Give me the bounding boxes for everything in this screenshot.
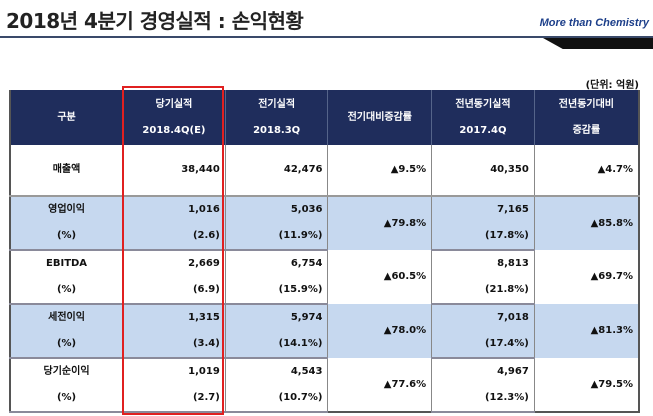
cell-last-year: 7,018 — [431, 304, 535, 331]
cell-last-year-pct: (12.3%) — [431, 385, 535, 413]
cell-previous-pct: (14.1%) — [224, 331, 329, 359]
cell-current-pct: (6.9) — [122, 277, 226, 305]
cell-last-year-pct: (17.4%) — [431, 331, 535, 359]
cell-previous-pct: (15.9%) — [224, 277, 329, 305]
cell-qoq: ▲79.8% — [327, 196, 433, 250]
cell-last-year: 8,813 — [431, 250, 535, 277]
title-divider — [0, 36, 653, 38]
row-label: EBITDA — [9, 250, 124, 277]
header-previous: 전기실적 2018.3Q — [224, 90, 329, 145]
row-pct-label: (%) — [9, 385, 124, 413]
table-row: 영업이익 1,016 5,036 ▲79.8% 7,165 ▲85.8% — [9, 196, 640, 250]
cell-yoy: ▲85.8% — [533, 196, 640, 250]
cell-last-year-pct: (17.8%) — [431, 223, 535, 251]
income-table: 구분 당기실적 2018.4Q(E) 전기실적 2018.3Q 전기대비증감률 전년… — [9, 90, 640, 413]
cell-qoq: ▲77.6% — [327, 358, 433, 412]
table-row-pct: (%) (3.4) (14.1%) (17.4%) — [9, 331, 639, 359]
header-category: 구분 — [9, 90, 124, 145]
table-row-pct: (%) (2.6) (11.9%) (17.8%) — [9, 223, 639, 251]
cell-current: 2,669 — [122, 250, 226, 277]
cell-yoy: ▲79.5% — [533, 358, 640, 412]
row-pct-label: (%) — [9, 331, 124, 359]
cell-previous: 42,476 — [224, 145, 329, 197]
cell-current-pct: (2.6) — [122, 223, 226, 251]
brand-slogan: More than Chemistry — [539, 17, 649, 29]
table-row-revenue: 매출액 38,440 42,476 ▲9.5% 40,350 ▲4.7% — [9, 145, 640, 197]
highlight-box — [122, 86, 224, 415]
cell-previous-pct: (10.7%) — [224, 385, 329, 413]
row-label: 매출액 — [9, 145, 124, 197]
cell-last-year-pct: (21.8%) — [431, 277, 535, 305]
cell-qoq: ▲60.5% — [327, 250, 433, 304]
cell-current: 1,315 — [122, 304, 226, 331]
cell-yoy: ▲4.7% — [533, 145, 640, 197]
cell-previous-pct: (11.9%) — [224, 223, 329, 251]
cell-last-year: 4,967 — [431, 358, 535, 385]
row-pct-label: (%) — [9, 277, 124, 305]
cell-last-year: 7,165 — [431, 196, 535, 223]
table-row: EBITDA 2,669 6,754 ▲60.5% 8,813 ▲69.7% — [9, 250, 640, 304]
header-row: 구분 당기실적 2018.4Q(E) 전기실적 2018.3Q 전기대비증감률 전년… — [9, 90, 640, 145]
table-row: 세전이익 1,315 5,974 ▲78.0% 7,018 ▲81.3% — [9, 304, 640, 358]
header-last-year: 전년동기실적 2017.4Q — [431, 90, 535, 145]
row-label: 영업이익 — [9, 196, 124, 223]
cell-qoq: ▲78.0% — [327, 304, 433, 358]
cell-previous: 4,543 — [224, 358, 329, 385]
cell-qoq: ▲9.5% — [327, 145, 433, 197]
cell-previous: 5,974 — [224, 304, 329, 331]
header-current: 당기실적 2018.4Q(E) — [122, 90, 226, 145]
cell-last-year: 40,350 — [431, 145, 535, 197]
decorative-wedge — [543, 38, 653, 49]
table-row-pct: (%) (6.9) (15.9%) (21.8%) — [9, 277, 639, 305]
row-label: 세전이익 — [9, 304, 124, 331]
header-qoq: 전기대비증감률 — [327, 90, 433, 145]
header-yoy: 전년동기대비 증감률 — [533, 90, 640, 145]
cell-previous: 6,754 — [224, 250, 329, 277]
cell-current: 1,016 — [122, 196, 226, 223]
unit-label: (단위: 억원) — [585, 80, 639, 91]
cell-current-pct: (2.7) — [122, 385, 226, 413]
cell-current: 1,019 — [122, 358, 226, 385]
table-row: 당기순이익 1,019 4,543 ▲77.6% 4,967 ▲79.5% — [9, 358, 640, 412]
cell-previous: 5,036 — [224, 196, 329, 223]
table-row-pct: (%) (2.7) (10.7%) (12.3%) — [9, 385, 639, 413]
cell-yoy: ▲81.3% — [533, 304, 640, 358]
row-label: 당기순이익 — [9, 358, 124, 385]
page-title: 2018년 4분기 경영실적 : 손익현황 — [6, 9, 304, 33]
cell-yoy: ▲69.7% — [533, 250, 640, 304]
row-pct-label: (%) — [9, 223, 124, 251]
cell-current: 38,440 — [122, 145, 226, 197]
